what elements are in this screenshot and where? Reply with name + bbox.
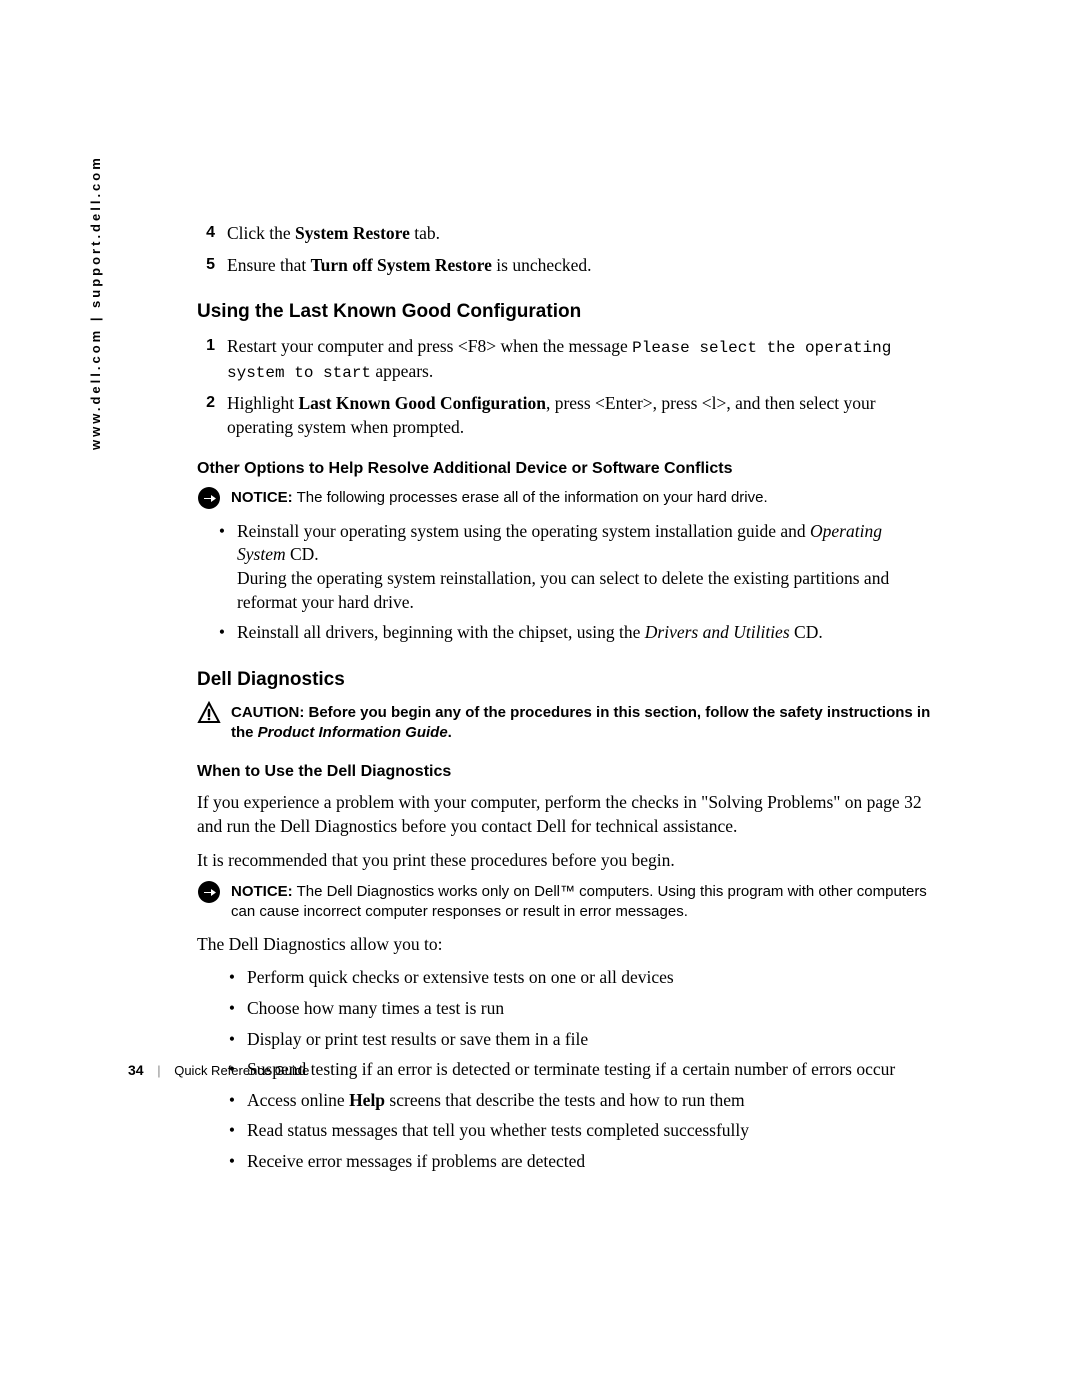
caution-text: CAUTION: Before you begin any of the pro… bbox=[231, 703, 932, 744]
notice-icon bbox=[197, 880, 221, 904]
notice-label: NOTICE: bbox=[231, 883, 293, 900]
text: . bbox=[448, 724, 452, 741]
step-5: 5 Ensure that Turn off System Restore is… bbox=[197, 254, 932, 278]
text: During the operating system reinstallati… bbox=[237, 568, 889, 612]
bullet-body: Display or print test results or save th… bbox=[247, 1028, 932, 1052]
step-number: 5 bbox=[197, 254, 227, 278]
notice-label: NOTICE: bbox=[231, 489, 293, 506]
text: Reinstall all drivers, beginning with th… bbox=[237, 622, 645, 642]
step-body: Ensure that Turn off System Restore is u… bbox=[227, 254, 932, 278]
bullet-marker: • bbox=[217, 1028, 247, 1052]
lkg-steps: 1 Restart your computer and press <F8> w… bbox=[197, 335, 932, 439]
bullet-marker: • bbox=[217, 1119, 247, 1143]
footer-title: Quick Reference Guide bbox=[174, 1063, 309, 1078]
notice-callout: NOTICE: The following processes erase al… bbox=[197, 488, 932, 510]
caution-icon bbox=[197, 701, 221, 725]
heading-dell-diagnostics: Dell Diagnostics bbox=[197, 669, 932, 691]
list-item: •Read status messages that tell you whet… bbox=[217, 1119, 932, 1143]
heading-other-options: Other Options to Help Resolve Additional… bbox=[197, 460, 932, 478]
bullet-body: Receive error messages if problems are d… bbox=[247, 1150, 932, 1174]
step-4: 4 Click the System Restore tab. bbox=[197, 222, 932, 246]
text: CD. bbox=[790, 622, 823, 642]
page-number: 34 bbox=[128, 1062, 144, 1078]
bullet-reinstall-drivers: • Reinstall all drivers, beginning with … bbox=[207, 621, 932, 645]
text: Restart your computer and press <F8> whe… bbox=[227, 336, 632, 356]
list-item: •Access online Help screens that describ… bbox=[217, 1089, 932, 1113]
bullet-body: Choose how many times a test is run bbox=[247, 997, 932, 1021]
bullet-marker: • bbox=[207, 621, 237, 645]
page-content: 4 Click the System Restore tab. 5 Ensure… bbox=[197, 222, 932, 1181]
sidebar-url: www.dell.com | support.dell.com bbox=[88, 155, 103, 450]
para-allow-you-to: The Dell Diagnostics allow you to: bbox=[197, 933, 932, 957]
diagnostics-features-list: •Perform quick checks or extensive tests… bbox=[217, 966, 932, 1173]
other-options-list: • Reinstall your operating system using … bbox=[207, 520, 932, 645]
notice-icon bbox=[197, 486, 221, 510]
bullet-body: Perform quick checks or extensive tests … bbox=[247, 966, 932, 990]
list-item: •Suspend testing if an error is detected… bbox=[217, 1058, 932, 1082]
bullet-reinstall-os: • Reinstall your operating system using … bbox=[207, 520, 932, 615]
bold-text: Last Known Good Configuration bbox=[298, 393, 545, 413]
para-experience-problem: If you experience a problem with your co… bbox=[197, 791, 932, 838]
bold-text: Turn off System Restore bbox=[311, 255, 492, 275]
text: The Dell Diagnostics works only on Dell™… bbox=[231, 883, 927, 920]
italic-text: Drivers and Utilities bbox=[645, 622, 790, 642]
text: tab. bbox=[410, 223, 440, 243]
text: Reinstall your operating system using th… bbox=[237, 521, 810, 541]
heading-lkg: Using the Last Known Good Configuration bbox=[197, 301, 932, 323]
step-number: 2 bbox=[197, 392, 227, 439]
text: appears. bbox=[371, 361, 433, 381]
list-item: •Perform quick checks or extensive tests… bbox=[217, 966, 932, 990]
page-footer: 34 | Quick Reference Guide bbox=[128, 1062, 309, 1078]
bullet-marker: • bbox=[217, 1089, 247, 1113]
bullet-body: Reinstall your operating system using th… bbox=[237, 520, 932, 615]
step-number: 4 bbox=[197, 222, 227, 246]
step-body: Click the System Restore tab. bbox=[227, 222, 932, 246]
text: Ensure that bbox=[227, 255, 311, 275]
italic-text: Product Information Guide bbox=[258, 724, 448, 741]
footer-separator: | bbox=[157, 1063, 160, 1078]
para-print-procedures: It is recommended that you print these p… bbox=[197, 849, 932, 873]
notice-callout-2: NOTICE: The Dell Diagnostics works only … bbox=[197, 882, 932, 923]
text: CD. bbox=[286, 544, 319, 564]
step-number: 1 bbox=[197, 335, 227, 384]
list-item: •Choose how many times a test is run bbox=[217, 997, 932, 1021]
bullet-marker: • bbox=[217, 966, 247, 990]
text: is unchecked. bbox=[492, 255, 592, 275]
bullet-marker: • bbox=[207, 520, 237, 615]
caution-callout: CAUTION: Before you begin any of the pro… bbox=[197, 703, 932, 744]
step-body: Highlight Last Known Good Configuration,… bbox=[227, 392, 932, 439]
bullet-body: Access online Help screens that describe… bbox=[247, 1089, 932, 1113]
notice-text: NOTICE: The following processes erase al… bbox=[231, 488, 932, 508]
lkg-step-1: 1 Restart your computer and press <F8> w… bbox=[197, 335, 932, 384]
lkg-step-2: 2 Highlight Last Known Good Configuratio… bbox=[197, 392, 932, 439]
top-steps: 4 Click the System Restore tab. 5 Ensure… bbox=[197, 222, 932, 277]
caution-label: CAUTION: bbox=[231, 704, 304, 721]
bullet-body: Read status messages that tell you wheth… bbox=[247, 1119, 932, 1143]
bullet-marker: • bbox=[217, 1150, 247, 1174]
bold-text: System Restore bbox=[295, 223, 410, 243]
text: Click the bbox=[227, 223, 295, 243]
step-body: Restart your computer and press <F8> whe… bbox=[227, 335, 932, 384]
heading-when-to-use: When to Use the Dell Diagnostics bbox=[197, 763, 932, 781]
text: The following processes erase all of the… bbox=[293, 489, 768, 506]
text: Highlight bbox=[227, 393, 298, 413]
bullet-body: Reinstall all drivers, beginning with th… bbox=[237, 621, 932, 645]
list-item: •Display or print test results or save t… bbox=[217, 1028, 932, 1052]
notice-text: NOTICE: The Dell Diagnostics works only … bbox=[231, 882, 932, 923]
bullet-marker: • bbox=[217, 997, 247, 1021]
list-item: •Receive error messages if problems are … bbox=[217, 1150, 932, 1174]
bullet-body: Suspend testing if an error is detected … bbox=[247, 1058, 932, 1082]
